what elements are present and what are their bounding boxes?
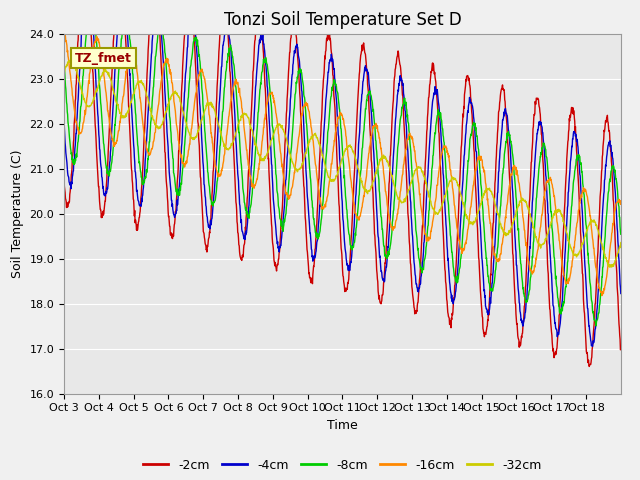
-8cm xyxy=(556,309,563,315)
-4cm xyxy=(148,52,156,58)
-4cm xyxy=(611,175,618,180)
Line: -4cm: -4cm xyxy=(64,0,621,347)
-16cm xyxy=(328,161,335,167)
-32cm xyxy=(60,69,68,75)
-2cm xyxy=(60,174,68,180)
-8cm xyxy=(611,169,618,175)
-4cm xyxy=(617,290,625,296)
Y-axis label: Soil Temperature (C): Soil Temperature (C) xyxy=(11,149,24,278)
-8cm xyxy=(328,84,336,90)
Line: -16cm: -16cm xyxy=(64,33,621,296)
-8cm xyxy=(592,323,600,329)
-16cm xyxy=(317,202,325,208)
-32cm xyxy=(556,208,563,214)
-8cm xyxy=(617,231,625,237)
-8cm xyxy=(88,1,96,7)
-2cm xyxy=(611,220,618,226)
Line: -8cm: -8cm xyxy=(64,4,621,326)
X-axis label: Time: Time xyxy=(327,419,358,432)
Legend: -2cm, -4cm, -8cm, -16cm, -32cm: -2cm, -4cm, -8cm, -16cm, -32cm xyxy=(138,454,547,477)
-4cm xyxy=(328,59,336,64)
-16cm xyxy=(60,30,68,36)
-16cm xyxy=(617,200,625,206)
-8cm xyxy=(148,111,156,117)
-4cm xyxy=(589,344,596,349)
-2cm xyxy=(556,312,563,317)
-2cm xyxy=(328,57,336,63)
-2cm xyxy=(586,363,593,369)
-2cm xyxy=(317,117,325,122)
-32cm xyxy=(67,57,74,62)
-4cm xyxy=(60,120,68,126)
-2cm xyxy=(148,0,156,5)
-8cm xyxy=(60,61,68,67)
-32cm xyxy=(617,240,625,245)
-8cm xyxy=(317,216,325,221)
Text: TZ_fmet: TZ_fmet xyxy=(75,51,132,65)
Line: -2cm: -2cm xyxy=(64,0,621,366)
-16cm xyxy=(147,148,155,154)
-2cm xyxy=(617,346,625,352)
-32cm xyxy=(611,261,618,266)
-16cm xyxy=(598,293,606,299)
-32cm xyxy=(328,178,336,184)
Line: -32cm: -32cm xyxy=(64,60,621,267)
-32cm xyxy=(474,211,482,216)
-16cm xyxy=(610,213,618,219)
Title: Tonzi Soil Temperature Set D: Tonzi Soil Temperature Set D xyxy=(223,11,461,29)
-4cm xyxy=(317,175,325,180)
-32cm xyxy=(606,264,614,270)
-16cm xyxy=(474,156,481,162)
-2cm xyxy=(474,237,482,242)
-4cm xyxy=(474,177,482,183)
-4cm xyxy=(556,325,563,331)
-32cm xyxy=(148,113,156,119)
-16cm xyxy=(556,238,563,243)
-32cm xyxy=(317,148,325,154)
-8cm xyxy=(474,143,482,148)
